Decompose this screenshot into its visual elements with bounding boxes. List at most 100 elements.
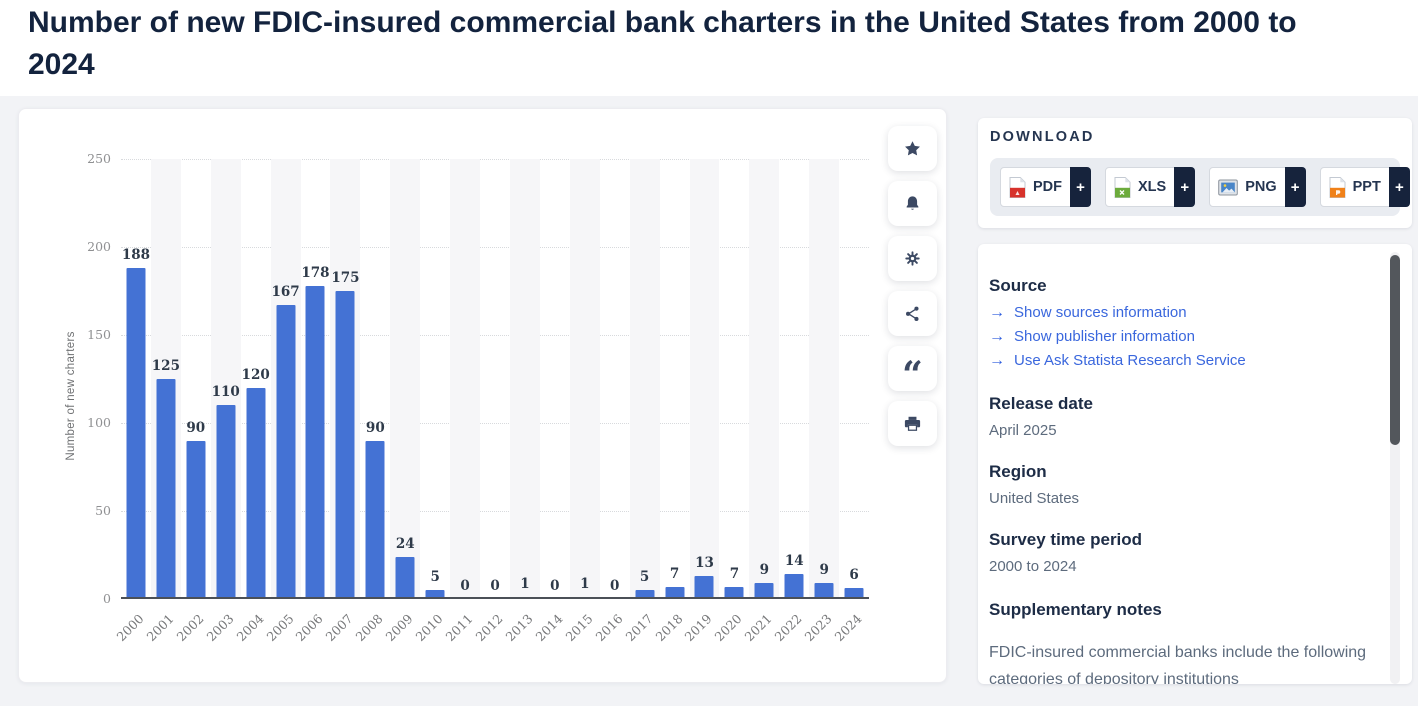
arrow-right-icon: → [989, 303, 1005, 321]
download-pdf-button[interactable]: PDF + [1000, 167, 1091, 207]
bar-2022[interactable] [784, 574, 804, 599]
bar-value-label: 167 [271, 284, 300, 301]
bar-2024[interactable] [844, 588, 864, 599]
bar-2002[interactable] [186, 440, 206, 599]
download-xls-button[interactable]: XLS + [1105, 167, 1196, 207]
bar-2017[interactable] [635, 590, 655, 599]
bar-2008[interactable] [365, 440, 385, 599]
bar-2004[interactable] [246, 387, 266, 599]
bar-2006[interactable] [305, 285, 325, 599]
y-tick-label: 200 [87, 239, 111, 254]
bar-value-label: 110 [211, 384, 240, 401]
bar-2001[interactable] [156, 379, 176, 599]
download-png-button[interactable]: PNG + [1209, 167, 1306, 207]
plot-column: 175 [330, 159, 361, 599]
plus-icon[interactable]: + [1284, 167, 1306, 207]
bar-2005[interactable] [276, 305, 296, 599]
grid-layer [121, 159, 869, 599]
details-scrollbar-thumb[interactable] [1390, 255, 1400, 445]
chart-card: Number of new charters 0 50 100 150 200 250 1… [18, 108, 947, 683]
download-heading: DOWNLOAD [990, 129, 1095, 145]
bar-2003[interactable] [216, 405, 236, 599]
supplementary-notes-text: FDIC-insured commercial banks include th… [989, 644, 1367, 684]
y-tick-label: 100 [87, 415, 111, 430]
bar-2023[interactable] [814, 583, 834, 599]
y-tick-label: 150 [87, 327, 111, 342]
plot-column: 5 [420, 159, 450, 599]
ppt-file-icon [1329, 176, 1346, 198]
source-link[interactable]: → Use Ask Statista Research Service [989, 352, 1372, 369]
bar-value-label: 1 [580, 576, 590, 593]
bar-2020[interactable] [724, 586, 744, 599]
supplementary-notes-heading: Supplementary notes [989, 600, 1162, 619]
plot-column: 9 [809, 159, 840, 599]
plot-area: 188 125 90 110 120 167 178 175 90 24 5 0 0 1 0 1 0 5 7 13 7 9… [121, 159, 869, 599]
alerts-button[interactable] [888, 181, 937, 226]
bar-value-label: 5 [639, 569, 650, 586]
plus-icon[interactable]: + [1174, 167, 1196, 207]
details-scrollbar-track[interactable] [1390, 252, 1400, 684]
bar-value-label: 125 [151, 358, 180, 374]
plot-column: 120 [241, 159, 271, 599]
quote-icon: “ [902, 357, 923, 380]
bar-2009[interactable] [395, 556, 415, 599]
bar-value-label: 9 [759, 562, 770, 579]
source-heading: Source [989, 276, 1047, 295]
gridline [121, 335, 869, 336]
plot-column: 14 [779, 159, 809, 599]
print-icon [903, 414, 922, 433]
download-buttons: PDF + XLS + PNG + PPT + [990, 158, 1410, 216]
download-card: DOWNLOAD PDF + XLS + PNG + PPT + [978, 118, 1412, 228]
xls-file-icon [1114, 176, 1131, 198]
x-axis-labels: 2000 2001 2002 2003 2004 2005 2006 2007 2008 2009… [113, 607, 869, 677]
bar-value-label: 90 [365, 419, 385, 436]
print-button[interactable] [888, 401, 937, 446]
download-ppt-button[interactable]: PPT + [1319, 167, 1410, 207]
page-title-line2: 2024 [28, 48, 95, 81]
bar-2000[interactable] [126, 268, 146, 599]
plot-column: 188 [121, 159, 151, 599]
bar-2019[interactable] [694, 576, 714, 599]
settings-button[interactable] [888, 236, 937, 281]
source-link[interactable]: → Show sources information [989, 304, 1372, 321]
page-title: Number of new FDIC-insured commercial ba… [28, 2, 1408, 86]
plot-column: 7 [719, 159, 749, 599]
download-format-label: XLS [1138, 179, 1167, 195]
bar-2018[interactable] [665, 586, 685, 599]
bars-layer: 188 125 90 110 120 167 178 175 90 24 5 0 0 1 0 1 0 5 7 13 7 9… [121, 159, 869, 599]
page-title-line1: Number of new FDIC-insured commercial ba… [28, 6, 1297, 39]
survey-period-heading: Survey time period [989, 530, 1143, 549]
gridline [121, 247, 869, 248]
y-tick-label: 50 [95, 503, 111, 518]
plot-column: 5 [629, 159, 660, 599]
plus-icon[interactable]: + [1388, 167, 1410, 207]
bar-value-label: 0 [550, 578, 560, 594]
source-link[interactable]: → Show publisher information [989, 328, 1372, 345]
share-button[interactable] [888, 291, 937, 336]
bell-icon [903, 194, 922, 213]
plus-icon[interactable]: + [1070, 167, 1091, 207]
bar-2007[interactable] [335, 291, 355, 599]
bar-2010[interactable] [425, 590, 445, 599]
plot-column: 90 [181, 159, 211, 599]
gridline [121, 159, 869, 160]
plot-column: 0 [480, 159, 510, 599]
cite-button[interactable]: “ [888, 346, 937, 391]
plot-column: 110 [210, 159, 241, 599]
bar-value-label: 24 [395, 535, 415, 552]
pdf-file-icon [1009, 176, 1026, 198]
plot-column: 167 [270, 159, 301, 599]
source-link-label: Show publisher information [1014, 328, 1195, 345]
favorite-button[interactable] [888, 126, 937, 171]
bar-value-label: 188 [121, 247, 151, 264]
gridline [121, 511, 869, 512]
bar-value-label: 0 [490, 578, 500, 594]
bar-value-label: 1 [520, 576, 530, 593]
bar-value-label: 6 [849, 567, 859, 584]
bar-2021[interactable] [754, 583, 774, 599]
details-card: Source → Show sources information → Show pu… [978, 244, 1412, 684]
plot-column: 0 [540, 159, 570, 599]
plot-column: 0 [450, 159, 481, 599]
png-image-icon [1218, 179, 1239, 196]
